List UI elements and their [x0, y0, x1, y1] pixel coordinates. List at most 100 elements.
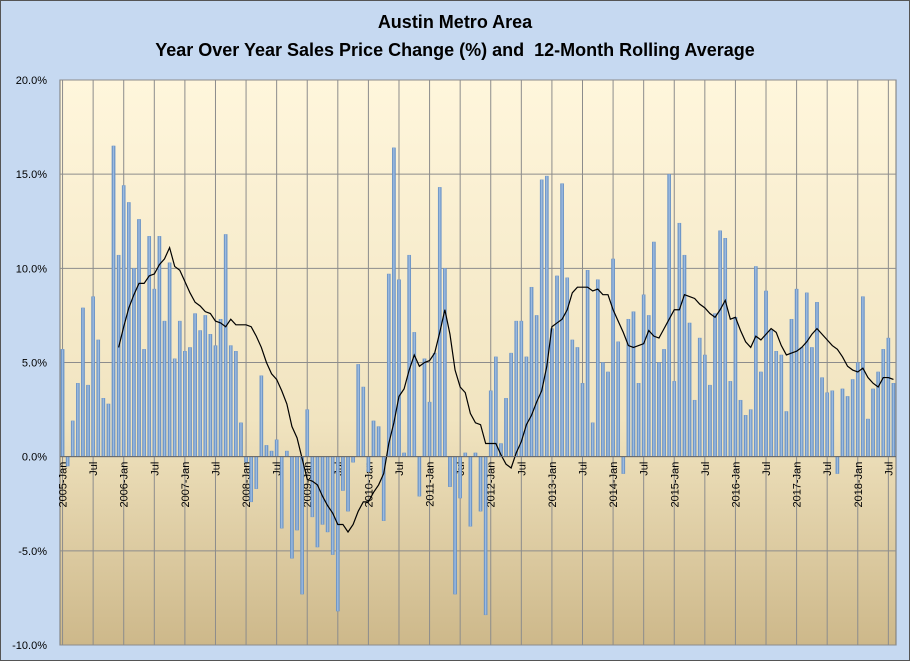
bar: [300, 456, 304, 595]
x-tick-label: 2012-Jan: [486, 462, 498, 508]
bar: [611, 258, 615, 457]
bar: [646, 315, 651, 457]
bar: [861, 296, 865, 457]
bar: [866, 418, 870, 457]
bar: [96, 339, 101, 457]
bar: [748, 409, 753, 457]
bar: [285, 450, 289, 457]
bar: [193, 313, 197, 457]
bar: [621, 456, 626, 474]
bar: [473, 452, 478, 457]
bar: [392, 147, 396, 457]
bar: [330, 456, 335, 555]
bar: [544, 175, 549, 457]
bar: [198, 330, 203, 457]
x-tick-label: Jul: [516, 462, 528, 476]
bar: [652, 241, 656, 457]
bar: [672, 381, 677, 457]
bar: [590, 422, 595, 457]
bar: [315, 456, 320, 548]
bar: [703, 354, 707, 457]
bar: [65, 456, 70, 467]
bar: [738, 399, 743, 457]
bar: [86, 384, 90, 457]
bar: [264, 445, 269, 457]
bar: [254, 456, 259, 489]
bar: [616, 341, 621, 457]
bar: [483, 456, 488, 616]
bar: [555, 275, 559, 457]
bar: [228, 345, 233, 457]
bar: [463, 452, 468, 457]
bar: [753, 266, 758, 457]
x-tick-label: 2013-Jan: [547, 462, 559, 508]
bar: [585, 270, 590, 457]
x-tick-label: 2014-Jan: [608, 462, 620, 508]
bar: [550, 328, 554, 457]
y-tick-label: -10.0%: [12, 640, 47, 652]
x-tick-label: 2015-Jan: [669, 462, 681, 508]
bar: [718, 230, 722, 457]
bar: [697, 337, 702, 457]
bar: [106, 403, 111, 457]
bar: [850, 379, 855, 457]
bar: [259, 375, 264, 457]
bar: [769, 330, 773, 457]
bar: [147, 236, 152, 457]
bar: [81, 307, 85, 457]
bar: [376, 426, 381, 457]
bar: [804, 292, 809, 457]
bar: [183, 351, 187, 457]
bar: [269, 450, 274, 457]
x-tick-label: Jul: [883, 462, 895, 476]
bar: [845, 396, 850, 457]
bar: [504, 398, 508, 457]
x-tick-label: 2007-Jan: [180, 462, 192, 508]
bar: [453, 456, 457, 595]
bar: [641, 294, 646, 457]
x-tick-label: Jul: [578, 462, 590, 476]
bar: [743, 415, 748, 457]
bar: [172, 358, 177, 457]
bar: [759, 371, 763, 457]
x-tick-label: Jul: [149, 462, 161, 476]
x-tick-label: Jul: [700, 462, 712, 476]
bar: [244, 456, 248, 463]
bar: [361, 386, 366, 457]
bar: [891, 383, 896, 457]
bar: [580, 383, 585, 457]
bar: [820, 377, 824, 457]
bar: [733, 317, 738, 457]
bar: [157, 236, 162, 457]
x-tick-label: 2017-Jan: [792, 462, 804, 508]
x-tick-label: 2005-Jan: [58, 462, 70, 508]
bar: [774, 351, 779, 457]
bar: [208, 334, 213, 457]
bar: [881, 349, 886, 457]
bar: [458, 456, 462, 499]
bar: [494, 356, 498, 457]
bar: [432, 352, 437, 457]
bar: [784, 411, 789, 457]
bar: [488, 390, 493, 457]
bar: [468, 456, 473, 527]
bar: [789, 318, 794, 457]
bar: [443, 268, 447, 457]
bar: [708, 384, 712, 457]
bar: [779, 354, 784, 457]
bar: [667, 173, 671, 457]
bar: [728, 381, 733, 457]
bar: [167, 262, 172, 457]
bar: [636, 383, 641, 457]
bar: [529, 286, 534, 457]
bar: [310, 456, 315, 518]
bar: [417, 456, 422, 497]
bar: [810, 347, 814, 457]
bar: [325, 456, 330, 533]
bar: [290, 456, 294, 559]
bar: [509, 352, 513, 457]
bar: [723, 237, 728, 457]
bar: [448, 456, 452, 487]
bar: [662, 349, 666, 457]
